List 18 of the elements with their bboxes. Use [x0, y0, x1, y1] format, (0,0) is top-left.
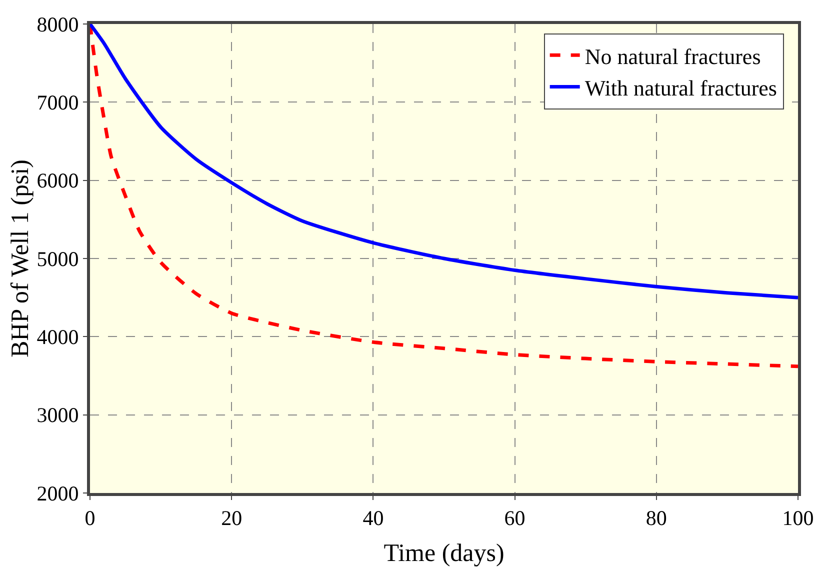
x-axis-title: Time (days) [384, 540, 504, 567]
x-tick-label: 40 [362, 506, 384, 530]
x-tick-label: 80 [646, 506, 667, 530]
y-tick-label: 5000 [36, 246, 79, 271]
x-tick-label: 60 [504, 506, 526, 530]
y-tick-label: 4000 [36, 325, 79, 350]
legend-label: No natural fractures [584, 44, 761, 69]
y-axis-title: BHP of Well 1 (psi) [7, 160, 34, 358]
legend-label: With natural fractures [584, 75, 777, 100]
x-tick-label: 0 [84, 506, 96, 530]
y-tick-label: 8000 [36, 12, 79, 36]
y-tick-label: 2000 [36, 481, 79, 506]
y-tick-label: 7000 [36, 90, 79, 115]
y-tick-label: 6000 [36, 168, 79, 193]
line-series [90, 24, 798, 300]
x-tick-label: 20 [221, 506, 242, 530]
x-tick-label: 100 [782, 506, 814, 530]
y-tick-label: 3000 [36, 403, 79, 428]
